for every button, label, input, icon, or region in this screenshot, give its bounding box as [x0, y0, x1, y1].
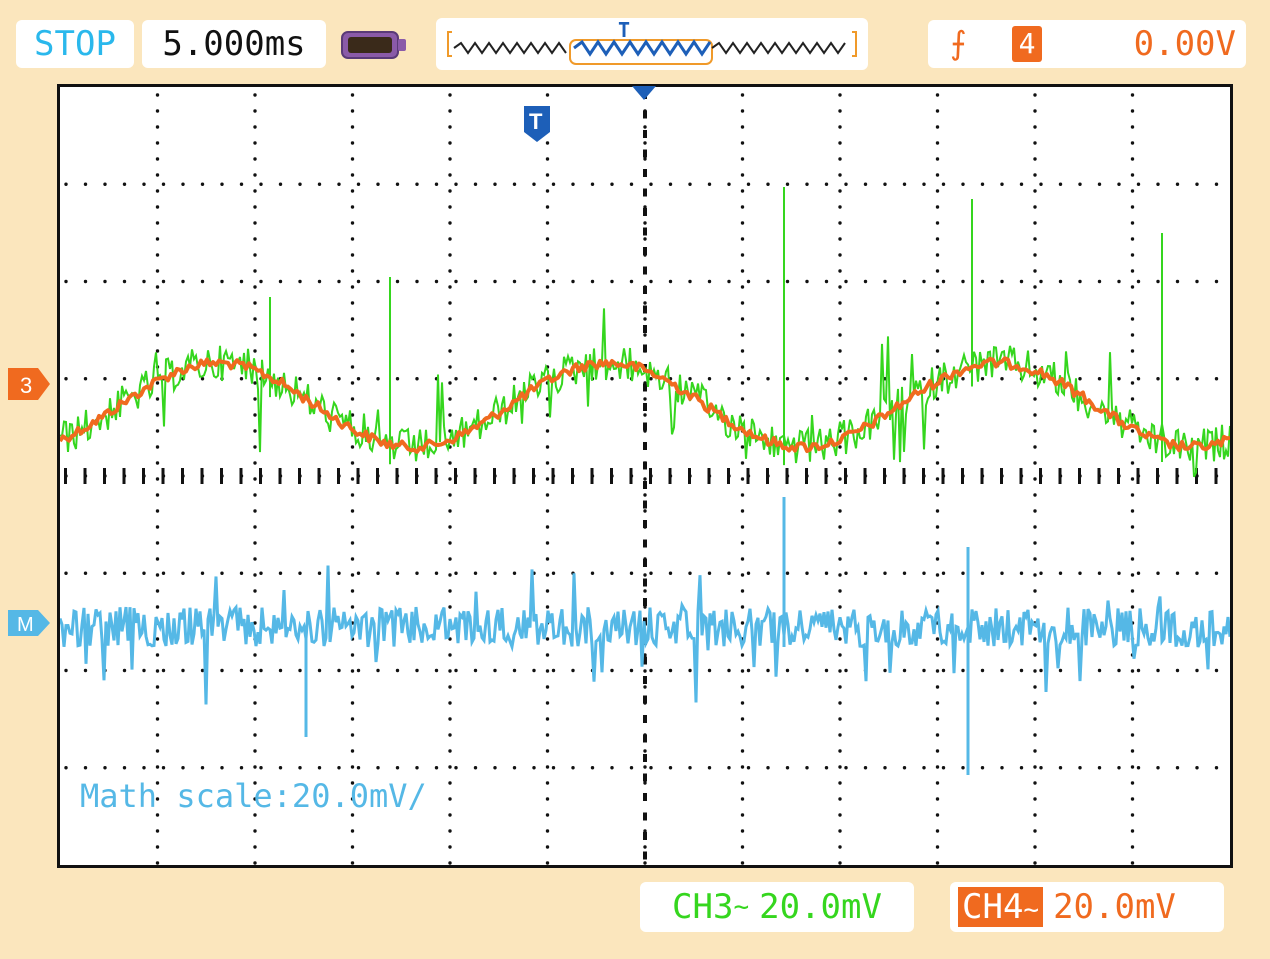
math-marker-icon[interactable]: M — [8, 608, 52, 638]
graticule-grid — [64, 91, 1219, 865]
ch3-scale-indicator[interactable]: CH3 ~ 20.0mV — [640, 882, 914, 932]
ch4-scale-indicator[interactable]: CH4~ 20.0mV — [950, 882, 1224, 932]
battery-icon — [341, 31, 406, 59]
ch4-name: CH4 — [962, 887, 1024, 927]
waveform-screen[interactable]: Math scale:20.0mV/ — [57, 84, 1233, 868]
memory-trigger-marker: T — [618, 18, 631, 42]
ch4-scale: 20.0mV — [1053, 887, 1176, 927]
ch3-marker-icon[interactable]: 3 — [8, 366, 52, 402]
memory-position-bar[interactable]: T — [436, 18, 868, 70]
trigger-settings[interactable]: ⨍ 4 0.00V — [928, 20, 1246, 68]
trigger-level: 0.00V — [1133, 24, 1236, 64]
memory-waveform-icon — [447, 31, 857, 65]
run-state-indicator[interactable]: STOP — [16, 20, 134, 68]
timebase-label: 5.000ms — [162, 24, 306, 64]
math-marker-label: M — [17, 614, 34, 636]
rising-edge-icon: ⨍ — [950, 24, 967, 62]
math-scale-label: Math scale:20.0mV/ — [80, 777, 427, 815]
ch3-name: CH3 — [672, 887, 734, 927]
ch4-trace — [60, 356, 1230, 454]
math-trace — [60, 497, 1230, 775]
trigger-source: 4 — [1012, 26, 1042, 62]
timebase-indicator[interactable]: 5.000ms — [142, 20, 326, 68]
ch3-scale: 20.0mV — [759, 887, 882, 927]
waveform-plot — [60, 91, 1230, 865]
ch4-name-badge: CH4~ — [958, 887, 1044, 927]
ch3-coupling: ~ — [733, 892, 750, 922]
ch3-marker-label: 3 — [20, 373, 32, 398]
trigger-position-label: T — [529, 109, 543, 134]
trigger-position-icon[interactable]: T — [522, 104, 552, 144]
horizontal-position-icon[interactable] — [630, 84, 658, 102]
ch4-coupling: ~ — [1023, 895, 1040, 925]
run-state-label: STOP — [34, 24, 116, 64]
